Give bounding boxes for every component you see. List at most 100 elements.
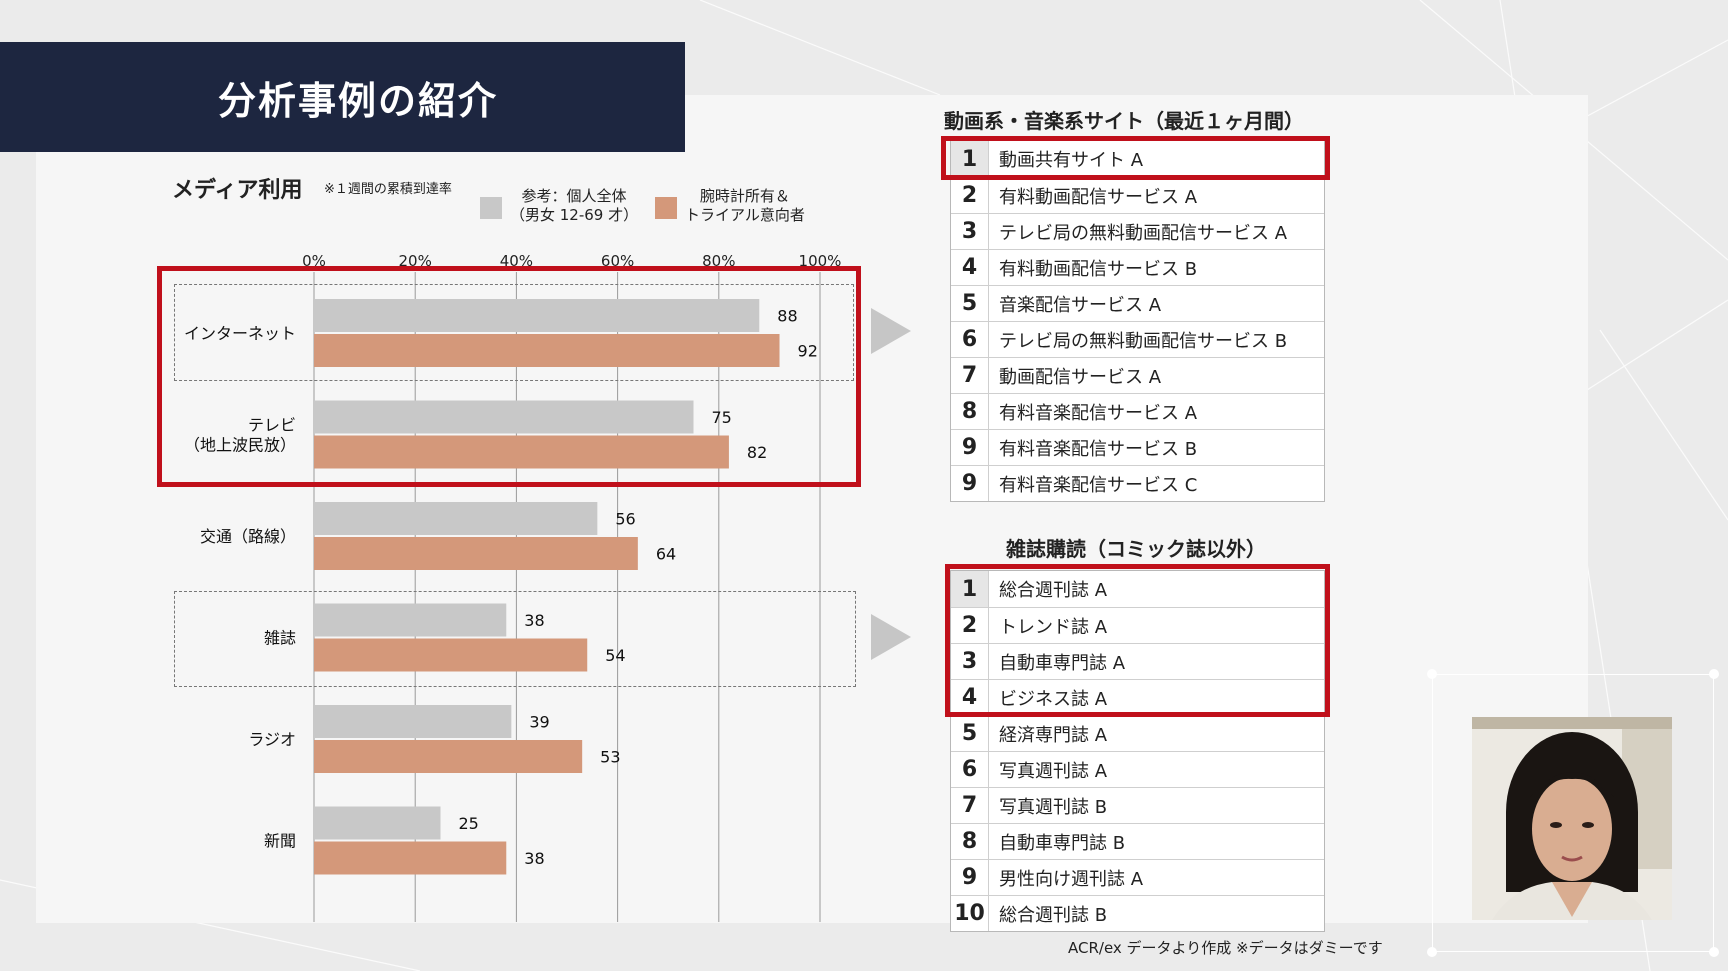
rank-item-name: 動画配信サービス A [999, 366, 1162, 388]
category-label: インターネット [184, 324, 296, 343]
rank-number: 3 [951, 214, 989, 249]
category-label: 交通（路線） [200, 527, 296, 546]
x-tick-label: 60% [601, 252, 634, 270]
rank-item-name: トレンド誌 A [999, 616, 1108, 638]
data-label: 53 [600, 748, 620, 767]
rank-item-name: テレビ局の無料動画配信サービス A [999, 222, 1288, 244]
magazine-ranking-highlight-box [945, 564, 1330, 717]
rank-number: 2 [951, 608, 989, 643]
data-label: 38 [524, 849, 544, 868]
magazine-dashed-box [174, 591, 856, 687]
rank-number: 1 [951, 571, 989, 607]
rank-item-name: 有料音楽配信サービス A [999, 402, 1198, 424]
data-label: 38 [524, 611, 544, 630]
rank-item-name: 有料音楽配信サービス C [999, 474, 1198, 496]
rank-item-name: 写真週刊誌 B [999, 796, 1108, 818]
x-tick-label: 40% [500, 252, 533, 270]
rank-number: 5 [951, 716, 989, 751]
rank-number: 8 [951, 394, 989, 429]
data-label: 82 [747, 443, 767, 462]
rank-item-name: ビジネス誌 A [999, 688, 1108, 710]
rank-number: 9 [951, 430, 989, 465]
rank-item-name: 有料音楽配信サービス B [999, 438, 1198, 460]
source-note: ACR/ex データより作成 ※データはダミーです [1068, 939, 1383, 957]
category-label: ラジオ [248, 730, 296, 749]
data-label: 56 [615, 510, 635, 529]
slide-content-panel [36, 95, 1588, 923]
ranking-row: 7 動画配信サービス A [951, 357, 1324, 393]
chart-note: ※１週間の累積到達率 [324, 182, 452, 197]
rank-number: 7 [951, 788, 989, 823]
video-ranking-highlight-box [941, 136, 1330, 180]
rank-number: 5 [951, 286, 989, 321]
rank-item-name: 自動車専門誌 A [999, 652, 1126, 674]
presenter-video [1472, 717, 1672, 920]
rank-number: 4 [951, 250, 989, 285]
x-tick-label: 80% [702, 252, 735, 270]
rank-number: 1 [951, 141, 989, 177]
ranking-row: 3 テレビ局の無料動画配信サービス A [951, 213, 1324, 249]
bar [314, 705, 512, 738]
legend-swatch-gray [480, 197, 502, 219]
frame-handle[interactable] [1427, 947, 1437, 957]
presenter-video-frame[interactable] [1432, 674, 1714, 952]
bar [314, 841, 507, 875]
frame-handle[interactable] [1427, 669, 1437, 679]
data-label: 39 [529, 713, 549, 732]
category-label: 新聞 [264, 832, 296, 851]
bar [314, 740, 583, 773]
presenter-avatar-icon [1472, 717, 1672, 920]
legend-label-orange: 腕時計所有＆ トライアル意向者 [685, 187, 805, 224]
magazine-ranking-table: 1 総合週刊誌 A 2 トレンド誌 A 3 自動車専門誌 A 4 ビジネス誌 A 5 経済専門誌 … [950, 570, 1325, 932]
rank-number: 9 [951, 860, 989, 895]
x-tick-label: 100% [799, 252, 842, 270]
category-label: テレビ [248, 416, 296, 435]
data-label: 25 [459, 814, 479, 833]
rank-number: 9 [951, 466, 989, 501]
legend-swatch-orange [655, 197, 677, 219]
ranking-row: 3 自動車専門誌 A [951, 643, 1324, 679]
rank-number: 3 [951, 644, 989, 679]
data-label: 54 [605, 646, 625, 665]
frame-handle[interactable] [1709, 669, 1719, 679]
rank-number: 4 [951, 680, 989, 715]
ranking-row: 8 有料音楽配信サービス A [951, 393, 1324, 429]
legend-label-gray: 参考：個人全体 （男女 12-69 才） [510, 187, 639, 224]
magazine-ranking-title: 雑誌購読（コミック誌以外） [1006, 537, 1266, 561]
rank-number: 8 [951, 824, 989, 859]
rank-item-name: 総合週刊誌 A [999, 580, 1108, 601]
ranking-row: 8 自動車専門誌 B [951, 823, 1324, 859]
data-label: 75 [712, 408, 732, 427]
rank-item-name: 有料動画配信サービス B [999, 258, 1198, 280]
rank-item-name: 経済専門誌 A [999, 724, 1108, 746]
chart-title: メディア利用 [172, 178, 303, 203]
rank-item-name: 動画共有サイト A [999, 150, 1144, 171]
rank-item-name: 総合週刊誌 B [999, 904, 1108, 926]
frame-handle[interactable] [1709, 947, 1719, 957]
ranking-row: 2 有料動画配信サービス A [951, 177, 1324, 213]
title-bar: 分析事例の紹介 [0, 42, 685, 152]
arrow-to-video-ranking-icon [871, 308, 911, 354]
video-music-ranking-title: 動画系・音楽系サイト（最近１ヶ月間） [944, 109, 1304, 133]
ranking-row: 6 テレビ局の無料動画配信サービス B [951, 321, 1324, 357]
rank-item-name: 音楽配信サービス A [999, 294, 1162, 316]
rank-number: 6 [951, 752, 989, 787]
video-music-ranking-table: 1 動画共有サイト A 2 有料動画配信サービス A 3 テレビ局の無料動画配信サービス … [950, 140, 1325, 502]
bar [314, 638, 588, 672]
data-label: 64 [656, 545, 676, 564]
chart-highlight-box [157, 266, 861, 487]
ranking-row: 7 写真週刊誌 B [951, 787, 1324, 823]
data-label: 88 [777, 307, 797, 326]
ranking-row: 10 総合週刊誌 B [951, 895, 1324, 931]
rank-number: 7 [951, 358, 989, 393]
x-tick-label: 0% [302, 252, 326, 270]
ranking-row: 4 ビジネス誌 A [951, 679, 1324, 715]
rank-item-name: 自動車専門誌 B [999, 832, 1126, 854]
bar [314, 806, 441, 840]
rank-number: 2 [951, 178, 989, 213]
slide-title: 分析事例の紹介 [218, 78, 499, 123]
bar [314, 502, 598, 535]
rank-number: 10 [951, 896, 989, 931]
ranking-row: 6 写真週刊誌 A [951, 751, 1324, 787]
ranking-row: 9 有料音楽配信サービス B [951, 429, 1324, 465]
